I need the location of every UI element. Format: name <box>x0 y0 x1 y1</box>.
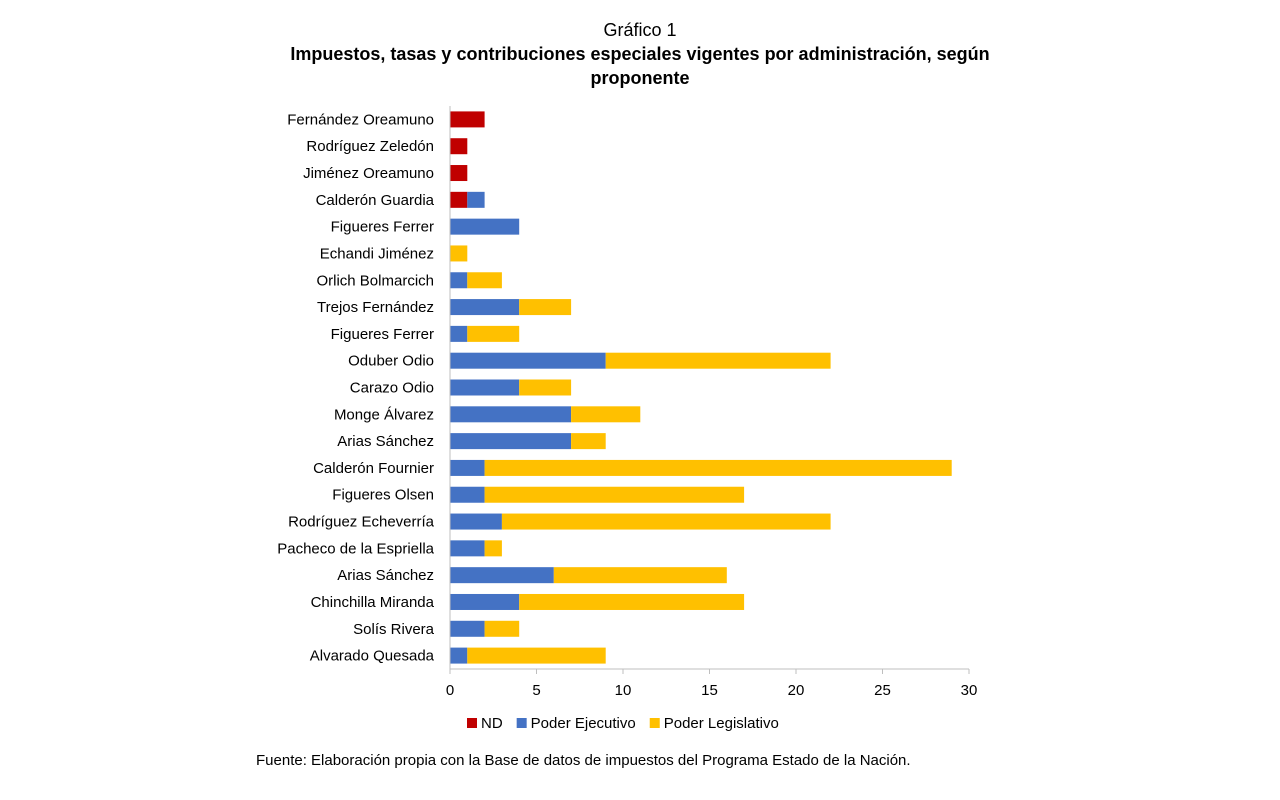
x-tick-label: 0 <box>446 682 454 699</box>
bar-segment <box>519 593 745 610</box>
category-label: Figueres Ferrer <box>331 326 434 343</box>
stacked-bar-chart: Fernández Oreamuno Rodríguez Zeledón Jimén… <box>277 106 978 732</box>
category-label: Calderón Fournier <box>313 460 434 477</box>
bar-segment <box>450 352 606 369</box>
category-label: Solís Rivera <box>353 621 435 638</box>
x-tick-label: 30 <box>961 682 978 699</box>
x-tick-label: 15 <box>701 682 718 699</box>
category-label: Monge Álvarez <box>334 406 434 423</box>
bar-segment <box>450 406 572 423</box>
bar-segment <box>450 111 485 128</box>
chart-header: Gráfico 1 Impuestos, tasas y contribucio… <box>0 18 1280 90</box>
bar-segment <box>467 272 502 289</box>
bar-segment <box>450 272 468 289</box>
x-tick-label: 25 <box>874 682 891 699</box>
legend-swatch <box>467 718 477 728</box>
x-tick-label: 10 <box>615 682 632 699</box>
bar-segment <box>450 325 468 342</box>
bar-segment <box>605 352 831 369</box>
x-tick-label: 20 <box>788 682 805 699</box>
bar-segment <box>484 486 745 503</box>
category-label: Trejos Fernández <box>317 299 434 316</box>
bar-segment <box>484 620 520 637</box>
bar-segment <box>450 647 468 664</box>
bar-segment <box>450 245 468 262</box>
legend-label: ND <box>481 715 503 732</box>
bar-segment <box>501 513 831 530</box>
legend-label: Poder Ejecutivo <box>531 715 636 732</box>
bar-segment <box>467 191 485 208</box>
bar-segment <box>450 540 485 557</box>
x-tick-label: 5 <box>532 682 540 699</box>
bar-segment <box>450 459 485 476</box>
bar-segment <box>571 433 606 450</box>
chart-title: Impuestos, tasas y contribuciones especi… <box>290 44 990 88</box>
bar-segment <box>467 647 606 664</box>
category-label: Fernández Oreamuno <box>287 111 434 128</box>
bar-segment <box>484 459 952 476</box>
bar-segment <box>450 593 520 610</box>
category-label: Alvarado Quesada <box>310 648 435 665</box>
bar-segment <box>571 406 641 423</box>
category-label: Rodríguez Echeverría <box>288 514 435 531</box>
category-label: Oduber Odio <box>348 353 434 370</box>
category-label: Figueres Olsen <box>332 487 434 504</box>
bar-segment <box>553 567 727 584</box>
bar-segment <box>450 486 485 503</box>
bar-segment <box>450 299 520 316</box>
category-label: Arias Sánchez <box>337 433 434 450</box>
bar-segment <box>450 620 485 637</box>
category-label: Figueres Ferrer <box>331 219 434 236</box>
bar-segment <box>450 379 520 396</box>
category-label: Orlich Bolmarcich <box>316 272 434 289</box>
legend-swatch <box>649 718 660 728</box>
category-label: Chinchilla Miranda <box>311 594 435 611</box>
bar-segment <box>450 191 468 208</box>
category-label: Pacheco de la Espriella <box>277 540 434 557</box>
category-label: Calderón Guardia <box>316 192 435 209</box>
bar-segment <box>467 325 520 342</box>
bar-segment <box>450 218 520 235</box>
legend-swatch <box>516 718 527 728</box>
legend-label: Poder Legislativo <box>664 715 779 732</box>
source-note: Fuente: Elaboración propia con la Base d… <box>256 752 911 769</box>
bar-segment <box>519 379 572 396</box>
category-label: Arias Sánchez <box>337 567 434 584</box>
category-label: Echandi Jiménez <box>320 245 434 262</box>
bar-segment <box>450 567 554 584</box>
category-label: Jiménez Oreamuno <box>303 165 434 182</box>
bar-segment <box>450 165 468 182</box>
chart-number: Gráfico 1 <box>603 20 677 40</box>
category-label: Rodríguez Zeledón <box>306 138 434 155</box>
bar-segment <box>450 433 572 450</box>
bar-segment <box>519 299 572 316</box>
bar-segment <box>484 540 502 557</box>
bar-segment <box>450 138 468 155</box>
bar-segment <box>450 513 502 530</box>
category-label: Carazo Odio <box>350 380 434 397</box>
